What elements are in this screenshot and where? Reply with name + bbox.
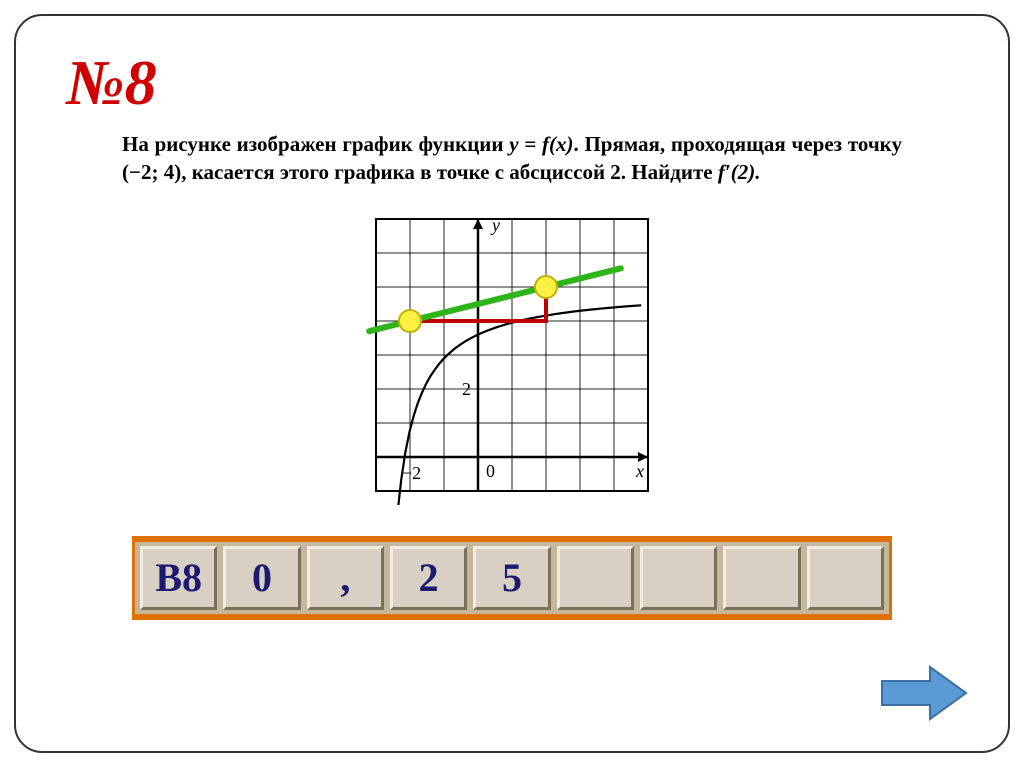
answer-digit-cell: 0 <box>223 546 300 610</box>
problem-text: На рисунке изображен график функции y = … <box>122 130 902 187</box>
slide-frame: №8 На рисунке изображен график функции y… <box>14 14 1010 753</box>
answer-digit-cell: 5 <box>473 546 550 610</box>
svg-text:x: x <box>635 461 644 481</box>
next-arrow-icon[interactable] <box>878 663 970 723</box>
text-deriv: f′(2). <box>718 160 761 184</box>
figure-container: y x 0 −2 2 <box>66 205 958 510</box>
text-point: (−2; 4) <box>122 160 181 184</box>
text-fn: y = f(x) <box>509 132 573 156</box>
svg-text:0: 0 <box>486 461 495 481</box>
answer-digit-cell <box>807 546 884 610</box>
svg-text:−2: −2 <box>402 463 421 483</box>
answer-bar-container: B8 0 , 2 5 <box>66 536 958 620</box>
text-part-3: , касается этого графика в точке с абсци… <box>181 160 718 184</box>
text-part-2: . Прямая, проходящая через точку <box>573 132 902 156</box>
answer-bar: B8 0 , 2 5 <box>132 536 892 620</box>
text-part-1: На рисунке изображен график функции <box>122 132 509 156</box>
answer-digit-cell <box>723 546 800 610</box>
answer-digit-cell: , <box>307 546 384 610</box>
answer-label-cell: B8 <box>140 546 217 610</box>
answer-digit-cell: 2 <box>390 546 467 610</box>
svg-text:y: y <box>490 215 500 235</box>
answer-digit-cell <box>557 546 634 610</box>
answer-digit-cell <box>640 546 717 610</box>
problem-number: №8 <box>66 46 958 120</box>
svg-text:2: 2 <box>462 379 471 399</box>
function-graph: y x 0 −2 2 <box>362 205 662 505</box>
